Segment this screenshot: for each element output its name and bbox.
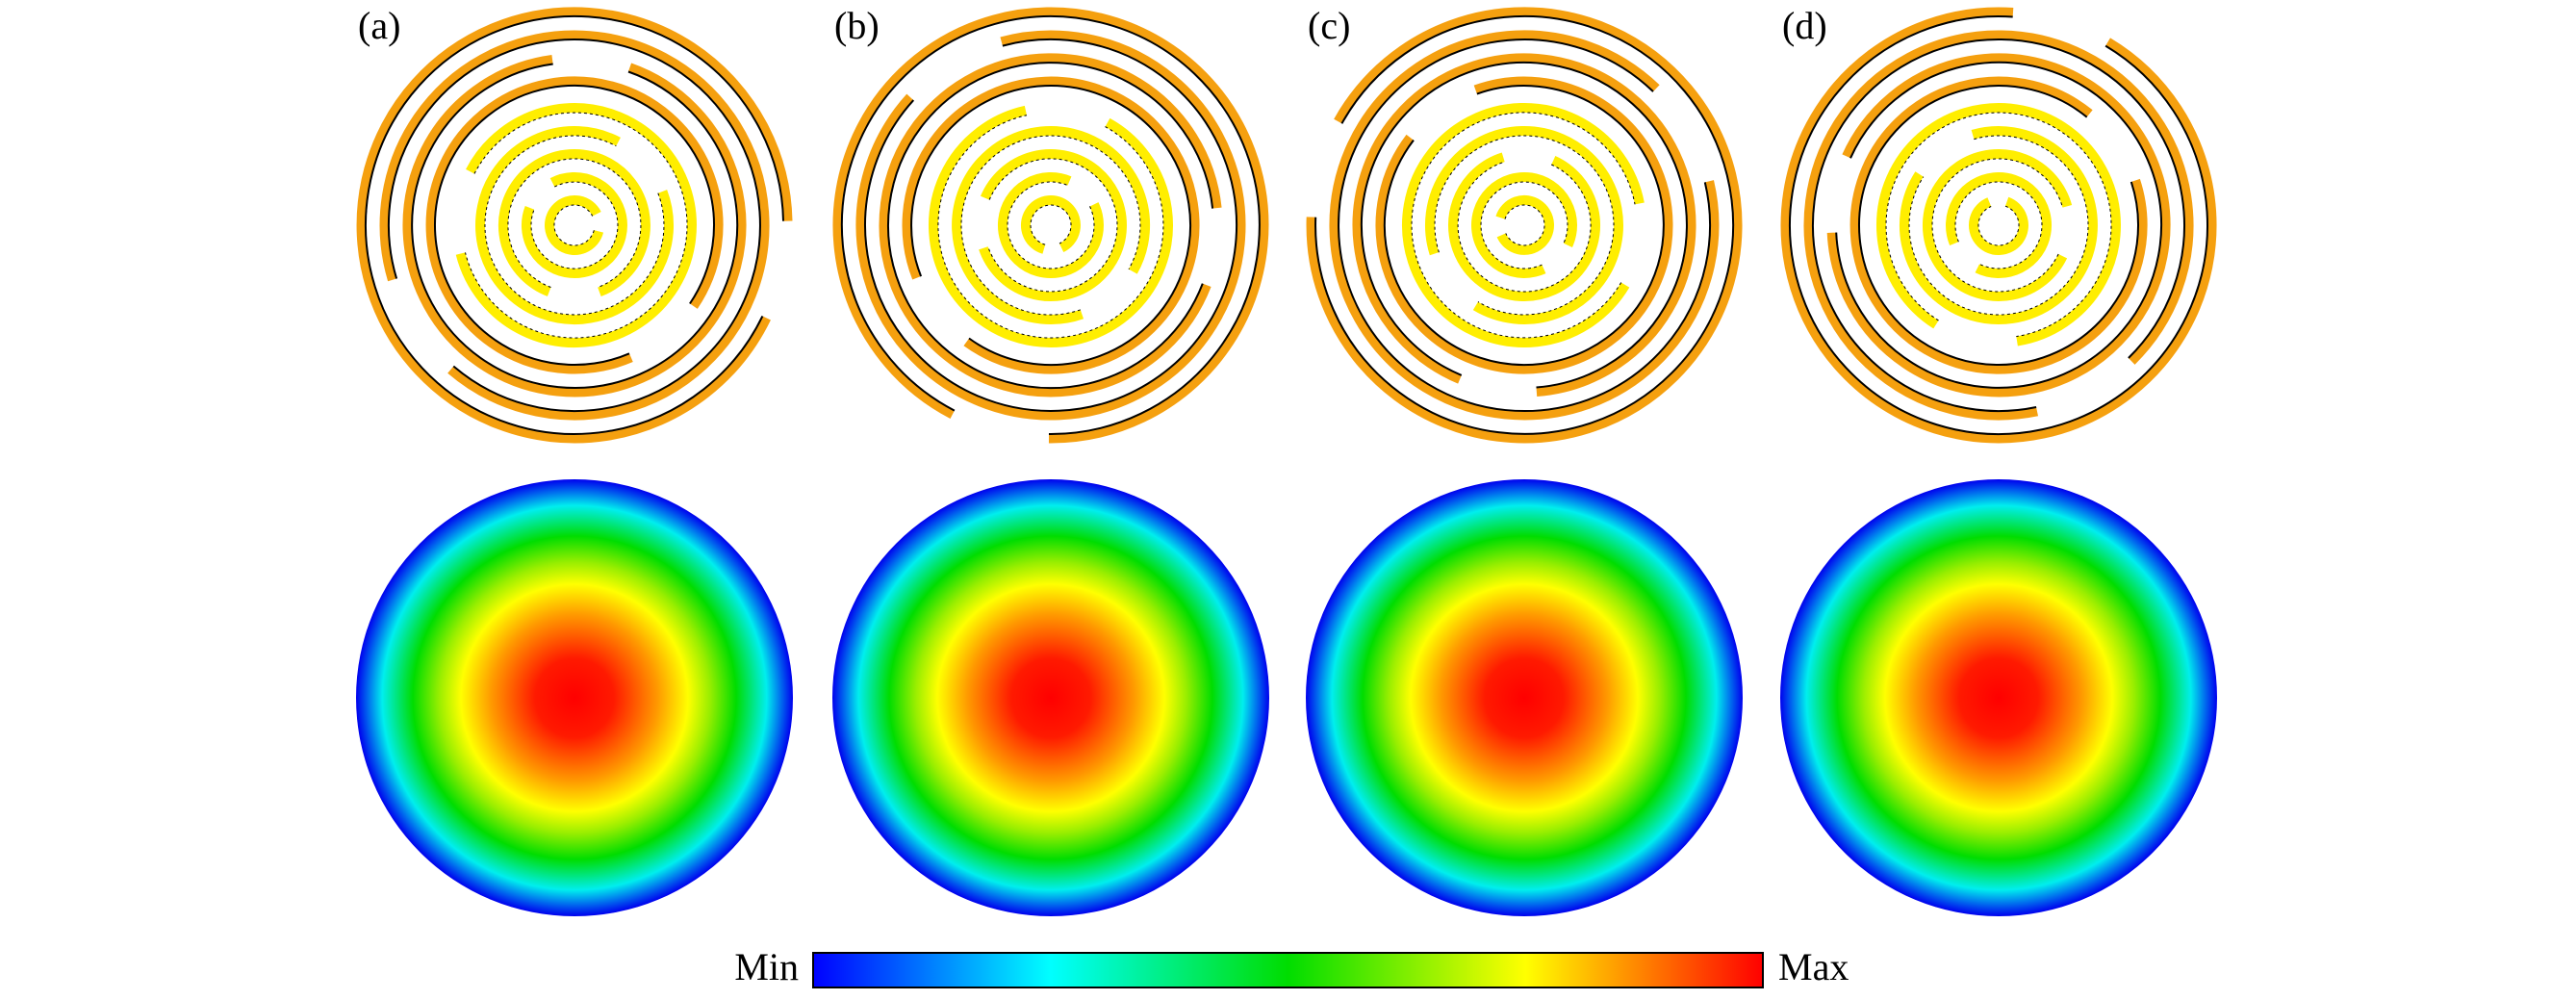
spiral-arm: [475, 126, 674, 325]
spiral-line: [1954, 181, 2043, 269]
spiral-arm: [545, 194, 604, 255]
spiral-arm: [455, 103, 697, 348]
spiral-arm: [1922, 149, 2073, 301]
spiral-arm: [1329, 30, 1720, 421]
spiral-line: [1504, 204, 1545, 246]
colorbar-min: Min: [734, 945, 799, 988]
spiral-line: [937, 115, 1164, 339]
spiral-line: [387, 38, 761, 413]
colorbar-max: Max: [1778, 945, 1849, 988]
spiral-arm: [1402, 103, 1645, 347]
spiral-line: [1835, 61, 2162, 389]
spiral-arm: [1826, 53, 2171, 397]
spiral-arm: [1448, 152, 1600, 301]
spiral-line: [840, 15, 1261, 436]
spiral-arm: [425, 76, 724, 374]
spiral-line: [530, 181, 619, 269]
panels: (a) (b) (c) (d): [356, 4, 2217, 916]
spiral-line: [484, 135, 665, 316]
spiral-arm: [1780, 7, 2217, 444]
spiral-arm: [1020, 195, 1081, 254]
spiral-arm: [928, 105, 1173, 347]
spiral-line: [1908, 135, 2089, 316]
spiral-arm: [402, 55, 747, 397]
spiral-arm: [855, 30, 1246, 421]
spiral-arm: [902, 76, 1200, 374]
spiral-arm: [1849, 76, 2148, 374]
spiral-arm: [1471, 171, 1577, 278]
spiral-line: [1030, 204, 1072, 245]
spiral-arm: [379, 30, 770, 421]
panel-label: (c): [1308, 4, 1350, 47]
spiral-line: [1788, 15, 2208, 435]
spiral-line: [1383, 85, 1665, 367]
spiral-arm: [1352, 53, 1696, 397]
spiral-arm: [879, 53, 1222, 397]
spiral-line: [553, 204, 595, 246]
spiral-line: [1811, 38, 2185, 412]
heat-map: [832, 479, 1269, 916]
spiral-arm: [497, 149, 650, 296]
spiral-line: [1480, 181, 1569, 269]
heat-map: [1306, 479, 1743, 916]
spiral-arm: [1969, 196, 2028, 255]
spiral-arm: [1375, 76, 1673, 374]
spiral-arm: [952, 125, 1151, 324]
spiral-line: [1977, 205, 2020, 246]
spiral-arm: [1495, 194, 1554, 255]
spiral-arm: [1306, 7, 1743, 444]
spiral-line: [1434, 135, 1615, 316]
spiral-line: [910, 85, 1192, 367]
spiral-arm: [1876, 103, 2121, 346]
panel-label: (b): [834, 4, 880, 47]
spiral-arm: [1946, 172, 2052, 278]
heat-map: [356, 479, 793, 916]
spiral-line: [1885, 112, 2112, 338]
colorbar: [812, 952, 1764, 988]
spiral-line: [434, 85, 715, 366]
spiral-line: [864, 38, 1238, 412]
spiral-line: [1314, 14, 1735, 435]
panel-label: (d): [1782, 4, 1827, 47]
spiral-arm: [1425, 126, 1623, 324]
spiral-line: [1007, 181, 1095, 269]
spiral-arm: [356, 7, 793, 444]
spiral-line: [887, 62, 1214, 390]
spiral-arm: [1899, 126, 2098, 325]
spiral-line: [1858, 85, 2139, 366]
spiral-line: [465, 112, 688, 339]
panel-label: (a): [358, 4, 400, 47]
heat-map: [1780, 479, 2217, 916]
spiral-line: [411, 63, 739, 389]
spiral-arm: [832, 7, 1269, 444]
spiral-arm: [997, 172, 1104, 278]
spiral-line: [1361, 61, 1688, 389]
spiral-arm: [979, 149, 1127, 302]
spiral-line: [365, 15, 784, 435]
spiral-line: [1338, 38, 1712, 412]
spiral-line: [1411, 112, 1636, 339]
spiral-line: [960, 135, 1141, 316]
spiral-arm: [521, 172, 627, 278]
spiral-arm: [1803, 30, 2194, 421]
